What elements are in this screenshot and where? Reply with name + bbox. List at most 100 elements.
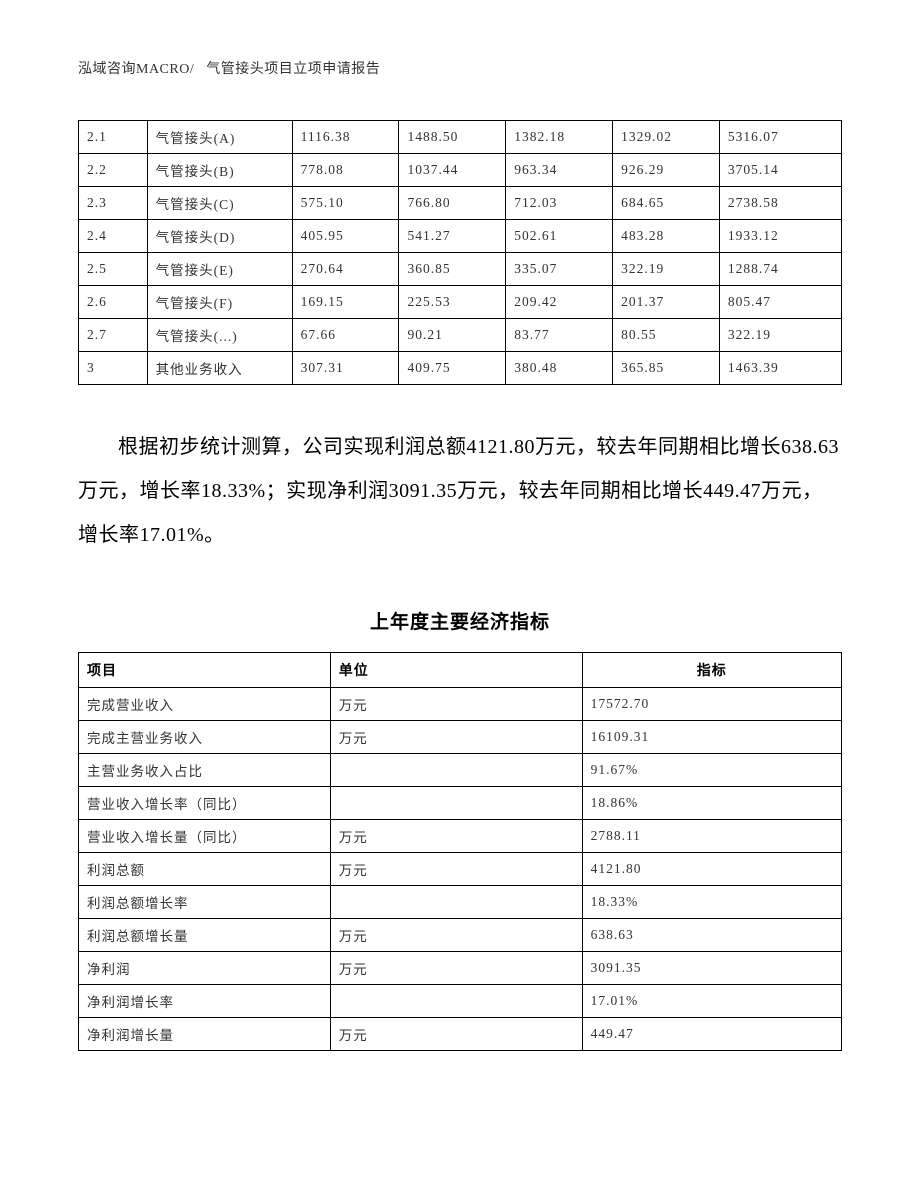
cell-name: 其他业务收入 (147, 352, 292, 385)
cell-value: 322.19 (613, 253, 720, 286)
cell-value: 575.10 (292, 187, 399, 220)
cell-index: 2.2 (79, 154, 148, 187)
cell-value: 1488.50 (399, 121, 506, 154)
cell-item: 净利润增长量 (79, 1018, 331, 1051)
header-doc-title: 气管接头项目立项申请报告 (206, 62, 380, 77)
summary-paragraph: 根据初步统计测算，公司实现利润总额4121.80万元，较去年同期相比增长638.… (78, 425, 842, 557)
cell-name: 气管接头(A) (147, 121, 292, 154)
cell-unit: 万元 (330, 853, 582, 886)
cell-value: 684.65 (613, 187, 720, 220)
header-indicator: 指标 (582, 653, 841, 688)
table-row: 2.5 气管接头(E) 270.64 360.85 335.07 322.19 … (79, 253, 842, 286)
cell-unit: 万元 (330, 1018, 582, 1051)
cell-value: 1382.18 (506, 121, 613, 154)
cell-indicator: 16109.31 (582, 721, 841, 754)
cell-value: 335.07 (506, 253, 613, 286)
table-row: 2.6 气管接头(F) 169.15 225.53 209.42 201.37 … (79, 286, 842, 319)
cell-value: 201.37 (613, 286, 720, 319)
cell-unit: 万元 (330, 688, 582, 721)
cell-item: 净利润增长率 (79, 985, 331, 1018)
table-row: 利润总额增长率 18.33% (79, 886, 842, 919)
table-row: 净利润增长率 17.01% (79, 985, 842, 1018)
table-row: 利润总额 万元 4121.80 (79, 853, 842, 886)
table-row: 净利润 万元 3091.35 (79, 952, 842, 985)
page-header: 泓域咨询MACRO/ 气管接头项目立项申请报告 (78, 58, 842, 78)
cell-indicator: 449.47 (582, 1018, 841, 1051)
cell-value: 541.27 (399, 220, 506, 253)
cell-index: 2.6 (79, 286, 148, 319)
table-row: 完成营业收入 万元 17572.70 (79, 688, 842, 721)
cell-unit (330, 985, 582, 1018)
cell-value: 926.29 (613, 154, 720, 187)
cell-unit: 万元 (330, 721, 582, 754)
table-row: 2.1 气管接头(A) 1116.38 1488.50 1382.18 1329… (79, 121, 842, 154)
cell-value: 1463.39 (719, 352, 841, 385)
cell-indicator: 3091.35 (582, 952, 841, 985)
table-row: 净利润增长量 万元 449.47 (79, 1018, 842, 1051)
cell-value: 365.85 (613, 352, 720, 385)
cell-item: 完成营业收入 (79, 688, 331, 721)
cell-indicator: 17572.70 (582, 688, 841, 721)
cell-indicator: 18.86% (582, 787, 841, 820)
cell-item: 利润总额 (79, 853, 331, 886)
product-revenue-table: 2.1 气管接头(A) 1116.38 1488.50 1382.18 1329… (78, 120, 842, 385)
table2-body: 完成营业收入 万元 17572.70 完成主营业务收入 万元 16109.31 … (79, 688, 842, 1051)
cell-item: 利润总额增长率 (79, 886, 331, 919)
cell-value: 270.64 (292, 253, 399, 286)
table-header-row: 项目 单位 指标 (79, 653, 842, 688)
table-row: 2.3 气管接头(C) 575.10 766.80 712.03 684.65 … (79, 187, 842, 220)
cell-value: 1288.74 (719, 253, 841, 286)
cell-name: 气管接头(F) (147, 286, 292, 319)
cell-value: 778.08 (292, 154, 399, 187)
cell-unit (330, 754, 582, 787)
cell-item: 主营业务收入占比 (79, 754, 331, 787)
table-row: 营业收入增长量（同比） 万元 2788.11 (79, 820, 842, 853)
table-row: 2.7 气管接头(...) 67.66 90.21 83.77 80.55 32… (79, 319, 842, 352)
cell-item: 利润总额增长量 (79, 919, 331, 952)
cell-value: 169.15 (292, 286, 399, 319)
cell-unit (330, 787, 582, 820)
cell-value: 67.66 (292, 319, 399, 352)
table-row: 2.4 气管接头(D) 405.95 541.27 502.61 483.28 … (79, 220, 842, 253)
cell-unit (330, 886, 582, 919)
cell-indicator: 18.33% (582, 886, 841, 919)
cell-name: 气管接头(E) (147, 253, 292, 286)
cell-item: 营业收入增长量（同比） (79, 820, 331, 853)
cell-value: 405.95 (292, 220, 399, 253)
cell-indicator: 2788.11 (582, 820, 841, 853)
table-row: 3 其他业务收入 307.31 409.75 380.48 365.85 146… (79, 352, 842, 385)
cell-value: 90.21 (399, 319, 506, 352)
cell-value: 963.34 (506, 154, 613, 187)
table-row: 营业收入增长率（同比） 18.86% (79, 787, 842, 820)
cell-value: 2738.58 (719, 187, 841, 220)
cell-value: 380.48 (506, 352, 613, 385)
cell-value: 209.42 (506, 286, 613, 319)
header-item: 项目 (79, 653, 331, 688)
table-row: 2.2 气管接头(B) 778.08 1037.44 963.34 926.29… (79, 154, 842, 187)
cell-index: 2.3 (79, 187, 148, 220)
cell-value: 1329.02 (613, 121, 720, 154)
table-row: 主营业务收入占比 91.67% (79, 754, 842, 787)
cell-value: 409.75 (399, 352, 506, 385)
cell-item: 净利润 (79, 952, 331, 985)
table-row: 利润总额增长量 万元 638.63 (79, 919, 842, 952)
cell-name: 气管接头(...) (147, 319, 292, 352)
cell-indicator: 91.67% (582, 754, 841, 787)
table-row: 完成主营业务收入 万元 16109.31 (79, 721, 842, 754)
cell-value: 712.03 (506, 187, 613, 220)
cell-indicator: 4121.80 (582, 853, 841, 886)
cell-index: 2.5 (79, 253, 148, 286)
cell-value: 1933.12 (719, 220, 841, 253)
cell-value: 360.85 (399, 253, 506, 286)
cell-unit: 万元 (330, 820, 582, 853)
cell-item: 营业收入增长率（同比） (79, 787, 331, 820)
cell-index: 2.4 (79, 220, 148, 253)
cell-value: 3705.14 (719, 154, 841, 187)
cell-name: 气管接头(D) (147, 220, 292, 253)
cell-index: 2.1 (79, 121, 148, 154)
cell-index: 2.7 (79, 319, 148, 352)
cell-name: 气管接头(C) (147, 187, 292, 220)
cell-value: 322.19 (719, 319, 841, 352)
cell-indicator: 17.01% (582, 985, 841, 1018)
cell-value: 5316.07 (719, 121, 841, 154)
